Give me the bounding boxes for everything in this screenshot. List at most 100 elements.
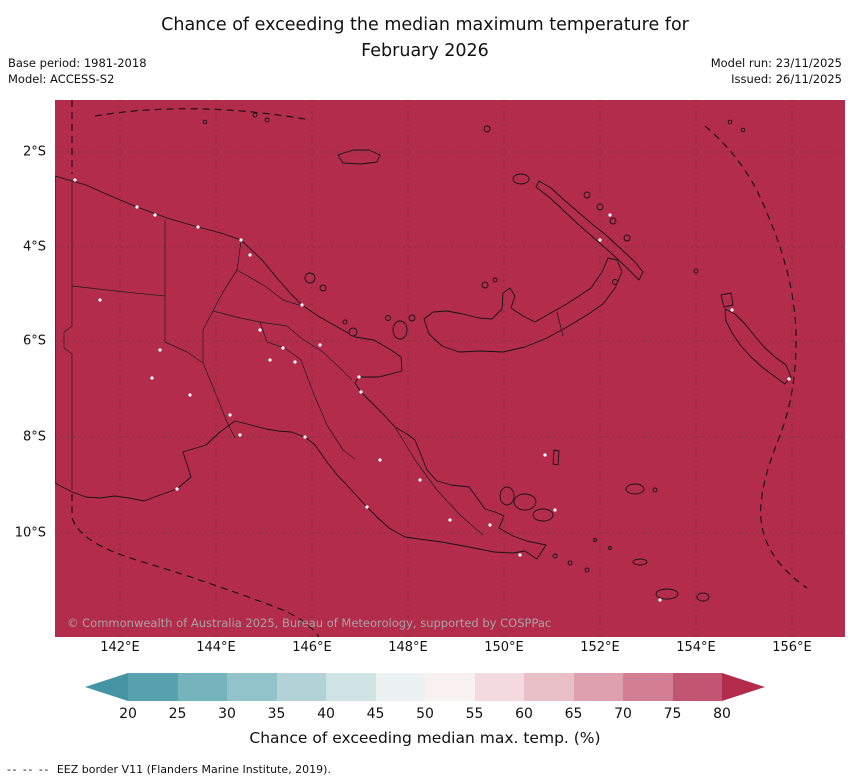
- colorbar-segment: [177, 673, 227, 701]
- island-witu-2: [492, 277, 498, 283]
- island-conflict-2: [608, 546, 612, 550]
- island-crown: [342, 319, 348, 325]
- island-tanga: [609, 217, 617, 225]
- lat-tick-6s: 6°S: [22, 333, 46, 349]
- island-wuvulu: [202, 119, 208, 125]
- lon-tick-142e: 142°E: [100, 640, 140, 655]
- colorbar-tick-40: 40: [317, 706, 335, 722]
- town-markers: [73, 178, 791, 602]
- colorbar-tick-45: 45: [366, 706, 385, 722]
- island-tabar: [583, 191, 591, 199]
- colorbar-label: Chance of exceeding median max. temp. (%…: [249, 729, 601, 747]
- coastline-manus: [337, 149, 381, 165]
- island-louisiade-3: [584, 567, 590, 573]
- colorbar-right-arrow: [722, 673, 765, 701]
- colorbar-tick-30: 30: [218, 706, 236, 722]
- coastline-bougainville: [724, 308, 792, 385]
- island-egum: [652, 487, 658, 493]
- island-duke-of-york: [612, 279, 618, 285]
- colorbar-segment: [524, 673, 574, 701]
- issued-text: Issued: 26/11/2025: [731, 72, 842, 86]
- colorbar: [85, 673, 765, 701]
- colorbar-segment: [128, 673, 178, 701]
- island-nuguria-2: [740, 127, 746, 133]
- colorbar-segment: [375, 673, 425, 701]
- colorbar-tick-60: 60: [515, 706, 533, 722]
- island-tagula: [655, 588, 679, 600]
- lon-tick-152e: 152°E: [580, 640, 620, 655]
- island-umboi: [392, 320, 408, 340]
- lon-tick-154e: 154°E: [676, 640, 716, 655]
- coastline-new-guinea: [55, 175, 547, 560]
- colorbar-tick-35: 35: [267, 706, 286, 722]
- island-nuguria-1: [727, 119, 733, 125]
- colorbar-tick-75: 75: [663, 706, 682, 722]
- island-misima: [632, 558, 648, 566]
- colorbar-segment: [227, 673, 277, 701]
- colorbar-tick-65: 65: [564, 706, 583, 722]
- island-fergusson: [513, 493, 537, 511]
- model-name-text: Model: ACCESS-S2: [8, 72, 115, 86]
- colorbar-segment: [474, 673, 524, 701]
- lat-tick-4s: 4°S: [22, 239, 46, 255]
- island-karkar: [304, 272, 316, 284]
- title-line-1: Chance of exceeding the median maximum t…: [161, 15, 689, 35]
- colorbar-left-arrow: [85, 673, 128, 701]
- island-louisiade-1: [552, 553, 558, 559]
- island-sakar: [408, 314, 416, 322]
- colorbar-segment: [425, 673, 475, 701]
- island-kiriwina: [552, 449, 560, 466]
- colorbar-segment: [326, 673, 376, 701]
- page-title: Chance of exceeding the median maximum t…: [0, 12, 850, 64]
- island-feni: [623, 234, 631, 242]
- coastline-new-ireland: [535, 180, 644, 281]
- island-tolokiwa: [385, 315, 391, 321]
- lon-tick-144e: 144°E: [196, 640, 236, 655]
- base-period-text: Base period: 1981-2018: [8, 56, 147, 70]
- model-info-right: Model run: 23/11/2025 Issued: 26/11/2025: [711, 55, 842, 87]
- colorbar-segment: [573, 673, 623, 701]
- island-normanby: [532, 508, 554, 522]
- coastline-new-britain: [423, 257, 623, 353]
- island-louisiade-2: [567, 560, 573, 566]
- colorbar-segment: [276, 673, 326, 701]
- island-new-hanover: [512, 173, 530, 185]
- island-woodlark: [625, 483, 645, 495]
- lat-tick-8s: 8°S: [22, 429, 46, 445]
- lat-tick-2s: 2°S: [22, 144, 46, 160]
- lon-tick-156e: 156°E: [772, 640, 812, 655]
- map-svg: [55, 100, 845, 637]
- lat-tick-10s: 10°S: [14, 525, 46, 541]
- colorbar-segment: [623, 673, 673, 701]
- island-goodenough: [499, 486, 515, 506]
- island-witu-1: [481, 281, 489, 289]
- island-mussau: [483, 125, 491, 133]
- eez-borders: [71, 100, 808, 637]
- island-conflict-1: [593, 538, 597, 542]
- coastline-buka: [720, 292, 734, 308]
- colorbar-segment: [672, 673, 722, 701]
- island-rossel: [696, 592, 710, 602]
- model-info-left: Base period: 1981-2018 Model: ACCESS-S2: [8, 55, 147, 87]
- colorbar-tick-25: 25: [168, 706, 187, 722]
- island-bagabag: [319, 284, 327, 292]
- colorbar-tick-55: 55: [465, 706, 484, 722]
- eez-dash-symbol: -- -- --: [7, 763, 50, 776]
- island-long: [348, 327, 358, 337]
- island-hermit: [264, 117, 270, 123]
- eez-legend-text: EEZ border V11 (Flanders Marine Institut…: [56, 763, 331, 776]
- colorbar-tick-80: 80: [713, 706, 731, 722]
- title-line-2: February 2026: [361, 41, 489, 61]
- lon-tick-146e: 146°E: [292, 640, 332, 655]
- lon-tick-150e: 150°E: [484, 640, 524, 655]
- forecast-map: © Commonwealth of Australia 2025, Bureau…: [55, 100, 845, 637]
- colorbar-tick-50: 50: [416, 706, 434, 722]
- lon-tick-148e: 148°E: [388, 640, 428, 655]
- model-run-text: Model run: 23/11/2025: [710, 56, 842, 70]
- copyright-notice: © Commonwealth of Australia 2025, Bureau…: [67, 616, 552, 630]
- colorbar-tick-20: 20: [119, 706, 137, 722]
- colorbar-tick-70: 70: [614, 706, 632, 722]
- island-ninigo: [252, 112, 258, 118]
- eez-legend: -- -- -- EEZ border V11 (Flanders Marine …: [7, 763, 331, 776]
